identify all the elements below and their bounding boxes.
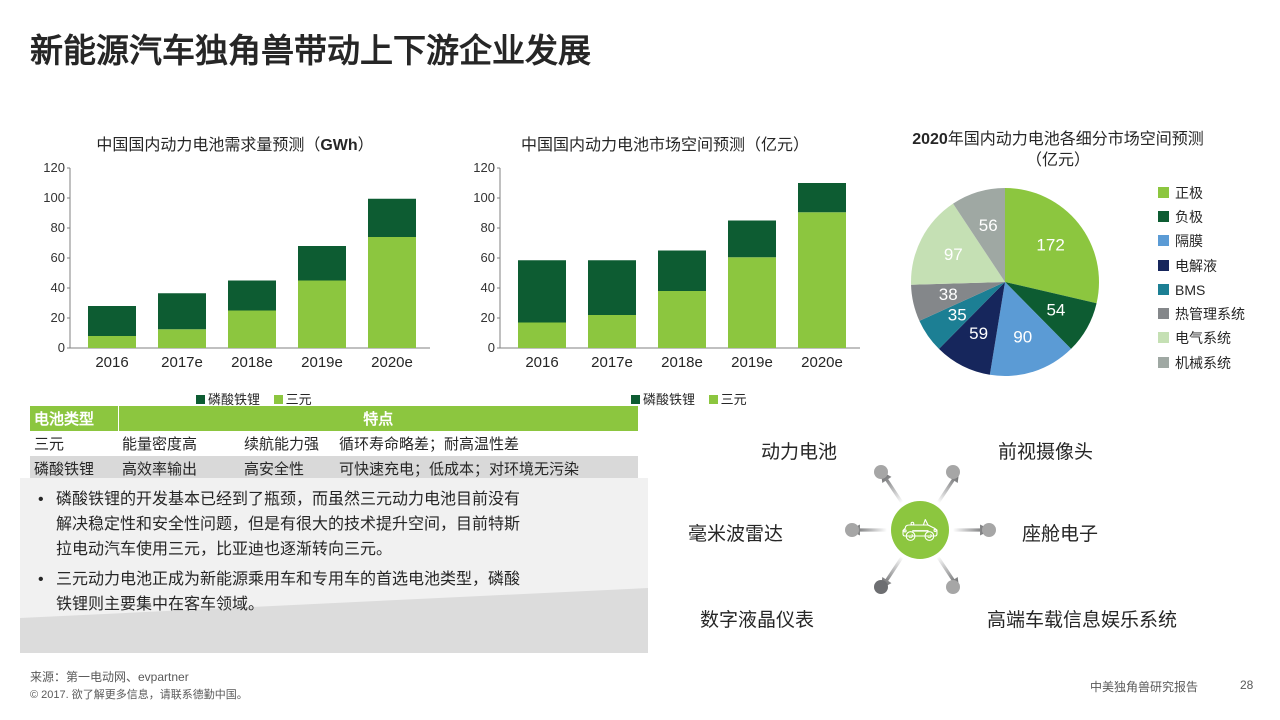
svg-text:2020e: 2020e (371, 354, 413, 371)
svg-text:2020e: 2020e (801, 354, 843, 371)
svg-text:97: 97 (944, 245, 963, 264)
svg-text:54: 54 (1046, 300, 1065, 319)
svg-text:20: 20 (51, 310, 65, 325)
svg-text:2019e: 2019e (301, 354, 343, 371)
svg-text:2017e: 2017e (161, 354, 203, 371)
svg-text:40: 40 (481, 280, 495, 295)
svg-text:2018e: 2018e (231, 354, 273, 371)
svg-text:2017e: 2017e (591, 354, 633, 371)
svg-text:2016: 2016 (95, 354, 128, 371)
svg-text:0: 0 (488, 340, 495, 355)
svg-text:120: 120 (473, 163, 495, 175)
svg-text:2018e: 2018e (661, 354, 703, 371)
svg-text:56: 56 (979, 216, 998, 235)
svg-text:80: 80 (51, 220, 65, 235)
svg-text:60: 60 (51, 250, 65, 265)
svg-text:172: 172 (1036, 236, 1064, 255)
svg-text:90: 90 (1013, 328, 1032, 347)
svg-text:60: 60 (481, 250, 495, 265)
svg-text:2019e: 2019e (731, 354, 773, 371)
svg-text:120: 120 (43, 163, 65, 175)
svg-text:0: 0 (58, 340, 65, 355)
svg-text:100: 100 (43, 190, 65, 205)
svg-text:35: 35 (948, 305, 967, 324)
svg-text:20: 20 (481, 310, 495, 325)
svg-text:100: 100 (473, 190, 495, 205)
svg-text:59: 59 (969, 324, 988, 343)
svg-text:80: 80 (481, 220, 495, 235)
svg-text:38: 38 (939, 285, 958, 304)
svg-text:2016: 2016 (525, 354, 558, 371)
svg-text:40: 40 (51, 280, 65, 295)
